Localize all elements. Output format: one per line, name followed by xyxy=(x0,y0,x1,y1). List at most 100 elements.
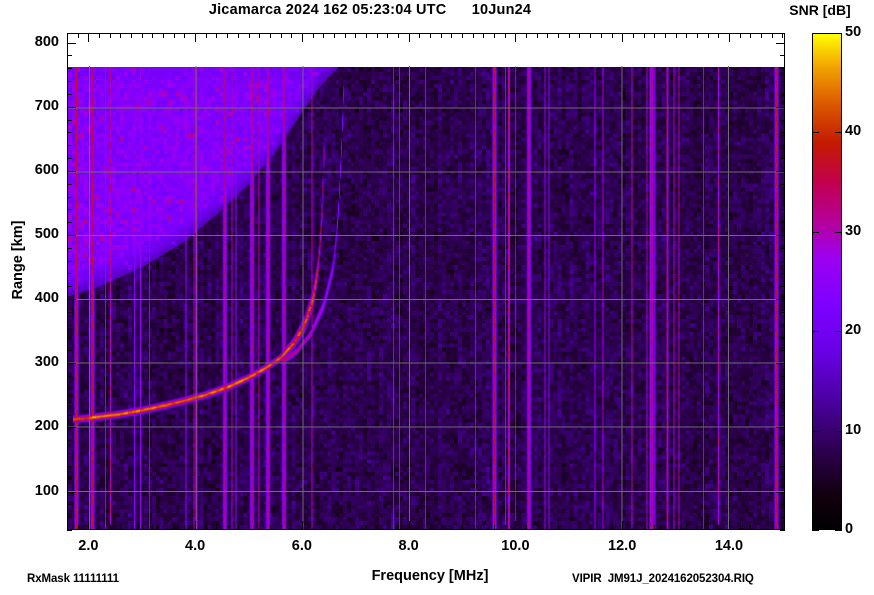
axis-tick xyxy=(776,299,785,301)
axis-tick xyxy=(780,119,785,121)
axis-tick xyxy=(440,33,442,38)
colorbar-tick xyxy=(835,231,842,233)
y-tick-label: 700 xyxy=(34,97,59,114)
axis-tick xyxy=(67,222,72,224)
axis-tick xyxy=(780,350,785,352)
axis-tick xyxy=(558,525,560,530)
axis-tick xyxy=(568,525,570,530)
axis-tick xyxy=(280,33,282,38)
axis-tick xyxy=(67,311,72,313)
axis-tick xyxy=(67,324,72,326)
axis-tick xyxy=(771,525,773,530)
axis-tick xyxy=(579,33,581,38)
axis-tick xyxy=(780,93,785,95)
axis-tick xyxy=(451,525,453,530)
axis-tick xyxy=(675,33,677,38)
axis-tick xyxy=(269,33,271,38)
ionogram-plot-area[interactable] xyxy=(67,33,785,530)
axis-tick xyxy=(163,33,165,38)
axis-tick xyxy=(67,170,76,172)
x-tick-label: 10.0 xyxy=(501,538,530,554)
axis-tick xyxy=(664,33,666,38)
x-tick-label: 4.0 xyxy=(185,538,206,554)
axis-tick xyxy=(323,525,325,530)
axis-tick xyxy=(780,453,785,455)
axis-tick xyxy=(205,33,207,38)
axis-tick xyxy=(67,119,72,121)
axis-tick xyxy=(67,517,72,519)
axis-tick xyxy=(67,145,72,147)
x-tick-label: 2.0 xyxy=(78,538,99,554)
axis-tick xyxy=(780,260,785,262)
axis-tick xyxy=(67,33,68,38)
axis-tick xyxy=(173,525,175,530)
axis-tick xyxy=(67,273,72,275)
axis-tick xyxy=(387,525,389,530)
axis-tick xyxy=(780,465,785,467)
axis-tick xyxy=(686,33,688,38)
axis-tick xyxy=(776,42,785,44)
colorbar-tick-label: 20 xyxy=(845,322,862,339)
x-tick-label: 8.0 xyxy=(398,538,419,554)
axis-tick xyxy=(739,33,741,38)
axis-tick xyxy=(780,222,785,224)
axis-tick xyxy=(558,33,560,38)
y-axis-title: Range [km] xyxy=(10,220,26,300)
axis-tick xyxy=(355,525,357,530)
colorbar-tick-label: 50 xyxy=(845,24,862,40)
axis-tick xyxy=(707,33,709,38)
axis-tick xyxy=(291,33,293,38)
axis-tick xyxy=(483,33,485,38)
axis-tick xyxy=(77,525,79,530)
axis-tick xyxy=(259,33,261,38)
axis-tick xyxy=(67,209,72,211)
axis-tick xyxy=(440,525,442,530)
y-tick-label: 800 xyxy=(34,33,59,50)
axis-tick xyxy=(88,33,90,42)
axis-tick xyxy=(67,525,68,530)
axis-tick xyxy=(376,525,378,530)
axis-tick xyxy=(718,525,720,530)
axis-tick xyxy=(776,427,785,429)
axis-tick xyxy=(280,525,282,530)
x-tick-label: 12.0 xyxy=(608,538,637,554)
colorbar-tick xyxy=(812,530,819,531)
colorbar-tick xyxy=(812,33,819,34)
axis-tick xyxy=(205,525,207,530)
axis-tick xyxy=(67,350,72,352)
axis-tick xyxy=(686,525,688,530)
axis-tick xyxy=(590,33,592,38)
snr-colorbar[interactable] xyxy=(812,33,842,530)
axis-tick xyxy=(355,33,357,38)
axis-tick xyxy=(152,33,154,38)
axis-tick xyxy=(109,525,111,530)
axis-tick xyxy=(782,525,784,530)
axis-tick xyxy=(780,132,785,134)
axis-tick xyxy=(780,337,785,339)
axis-tick xyxy=(430,33,431,38)
axis-tick xyxy=(780,68,785,70)
axis-tick xyxy=(780,478,785,480)
axis-tick xyxy=(780,209,785,211)
axis-tick xyxy=(141,525,143,530)
axis-tick xyxy=(301,33,303,42)
axis-tick xyxy=(739,525,741,530)
axis-tick xyxy=(696,525,698,530)
axis-tick xyxy=(494,33,496,38)
axis-tick xyxy=(780,440,785,442)
axis-tick xyxy=(141,33,143,38)
axis-tick xyxy=(611,525,613,530)
colorbar-tick xyxy=(812,231,819,233)
axis-tick xyxy=(504,33,506,38)
axis-tick xyxy=(780,530,785,531)
axis-tick xyxy=(611,33,613,38)
axis-tick xyxy=(67,440,72,442)
axis-tick xyxy=(67,453,72,455)
axis-tick xyxy=(419,33,421,38)
axis-tick xyxy=(237,525,239,530)
axis-tick xyxy=(760,33,762,38)
axis-tick xyxy=(67,491,76,493)
axis-tick xyxy=(718,33,720,38)
axis-tick xyxy=(430,525,431,530)
